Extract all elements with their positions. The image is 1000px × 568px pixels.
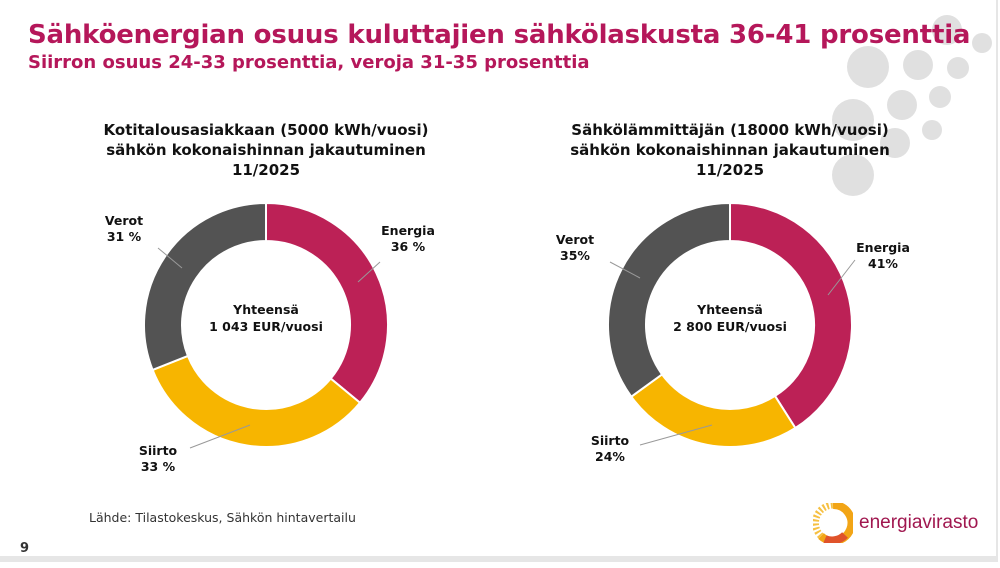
page-number: 9 — [20, 541, 30, 556]
chart-title-electric-heating: Sähkölämmittäjän (18000 kWh/vuosi) sähkö… — [520, 120, 940, 180]
donut-center-label: Yhteensä — [232, 302, 299, 317]
slice-category-label: Verot — [556, 232, 594, 247]
slide-subtitle: Siirron osuus 24-33 prosenttia, veroja 3… — [28, 52, 590, 73]
slice-category-label: Siirto — [139, 443, 178, 458]
donut-slice-energia — [729, 201, 853, 430]
logo-text: energiavirasto — [859, 512, 979, 533]
slice-value-label: 24% — [595, 449, 625, 464]
donut-center-label: 2 800 EUR/vuosi — [673, 319, 787, 334]
logo: energiavirasto — [813, 503, 978, 543]
donut-center-label: 1 043 EUR/vuosi — [209, 319, 323, 334]
chart-title-line: Sähkölämmittäjän (18000 kWh/vuosi) — [571, 121, 889, 139]
logo-sun-icon — [813, 503, 853, 543]
leader-line — [157, 247, 183, 269]
leader-line — [609, 261, 641, 279]
slice-value-label: 33 % — [141, 459, 176, 474]
leader-line — [189, 424, 251, 449]
chart-title-line: 11/2025 — [231, 161, 301, 179]
donut-slice-verot — [607, 201, 731, 399]
slice-value-label: 41% — [868, 256, 898, 271]
slice-category-label: Siirto — [591, 433, 630, 448]
leader-line — [357, 261, 381, 283]
chart-title-line: sähkön kokonaishinnan jakautuminen — [106, 141, 426, 159]
chart-title-line: 11/2025 — [695, 161, 765, 179]
leader-line — [827, 259, 856, 296]
slice-value-label: 36 % — [391, 239, 426, 254]
slice-value-label: 31 % — [107, 229, 142, 244]
source-note: Lähde: Tilastokeskus, Sähkön hintavertai… — [89, 510, 356, 525]
chart-title-line: Kotitalousasiakkaan (5000 kWh/vuosi) — [103, 121, 429, 139]
donut-slice-energia — [265, 201, 389, 405]
slide-title: Sähköenergian osuus kuluttajien sähkölas… — [28, 20, 971, 50]
donut-slice-verot — [143, 201, 267, 372]
slice-category-label: Verot — [105, 213, 143, 228]
donut-slice-siirto — [151, 354, 362, 448]
slice-category-label: Energia — [856, 240, 910, 255]
leader-line — [639, 424, 713, 446]
chart-title-household: Kotitalousasiakkaan (5000 kWh/vuosi) säh… — [56, 120, 476, 180]
donut-center-label: Yhteensä — [696, 302, 763, 317]
slice-value-label: 35% — [560, 248, 590, 263]
chart-title-line: sähkön kokonaishinnan jakautuminen — [570, 141, 890, 159]
slice-category-label: Energia — [381, 223, 435, 238]
donut-slice-siirto — [629, 372, 797, 448]
